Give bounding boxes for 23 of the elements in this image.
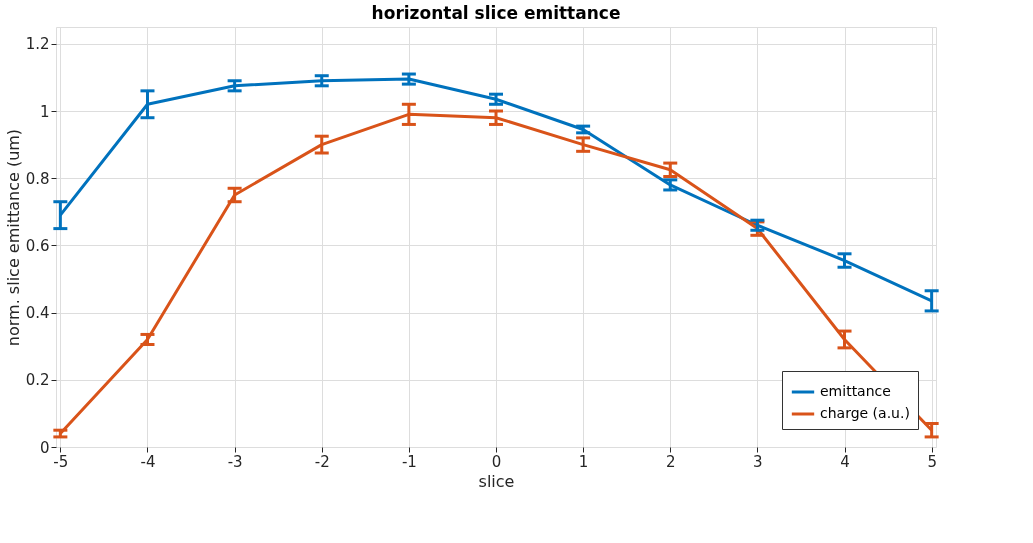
legend-label: charge (a.u.) xyxy=(820,405,910,421)
y-tick-label: 1.2 xyxy=(25,35,50,54)
y-tick-label: 1 xyxy=(39,102,50,121)
x-tick-label: 4 xyxy=(840,452,850,471)
x-axis-title: slice xyxy=(478,471,515,491)
x-tick-label: 3 xyxy=(753,452,763,471)
x-tick-label: 2 xyxy=(665,452,676,471)
x-tick-label: -4 xyxy=(140,452,156,471)
x-tick-label: -1 xyxy=(401,452,417,471)
x-tick-label: -2 xyxy=(314,452,330,471)
legend-label: emittance xyxy=(820,383,891,399)
y-tick-label: 0.8 xyxy=(25,169,50,188)
chart-title: horizontal slice emittance xyxy=(371,3,621,23)
y-tick-label: 0.4 xyxy=(25,304,50,323)
y-tick-label: 0.2 xyxy=(25,371,50,390)
y-tick-label: 0.6 xyxy=(25,236,50,255)
x-tick-label: 5 xyxy=(927,452,937,471)
x-tick-label: 0 xyxy=(491,452,502,471)
x-tick-label: 1 xyxy=(578,452,589,471)
x-tick-label: -3 xyxy=(227,452,243,471)
y-tick-label: 0 xyxy=(39,438,50,457)
x-tick-label: -5 xyxy=(53,452,69,471)
y-axis-title: norm. slice emittance (um) xyxy=(3,128,23,347)
